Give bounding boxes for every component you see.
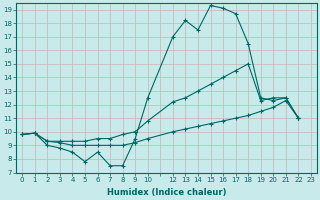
X-axis label: Humidex (Indice chaleur): Humidex (Indice chaleur) (107, 188, 226, 197)
